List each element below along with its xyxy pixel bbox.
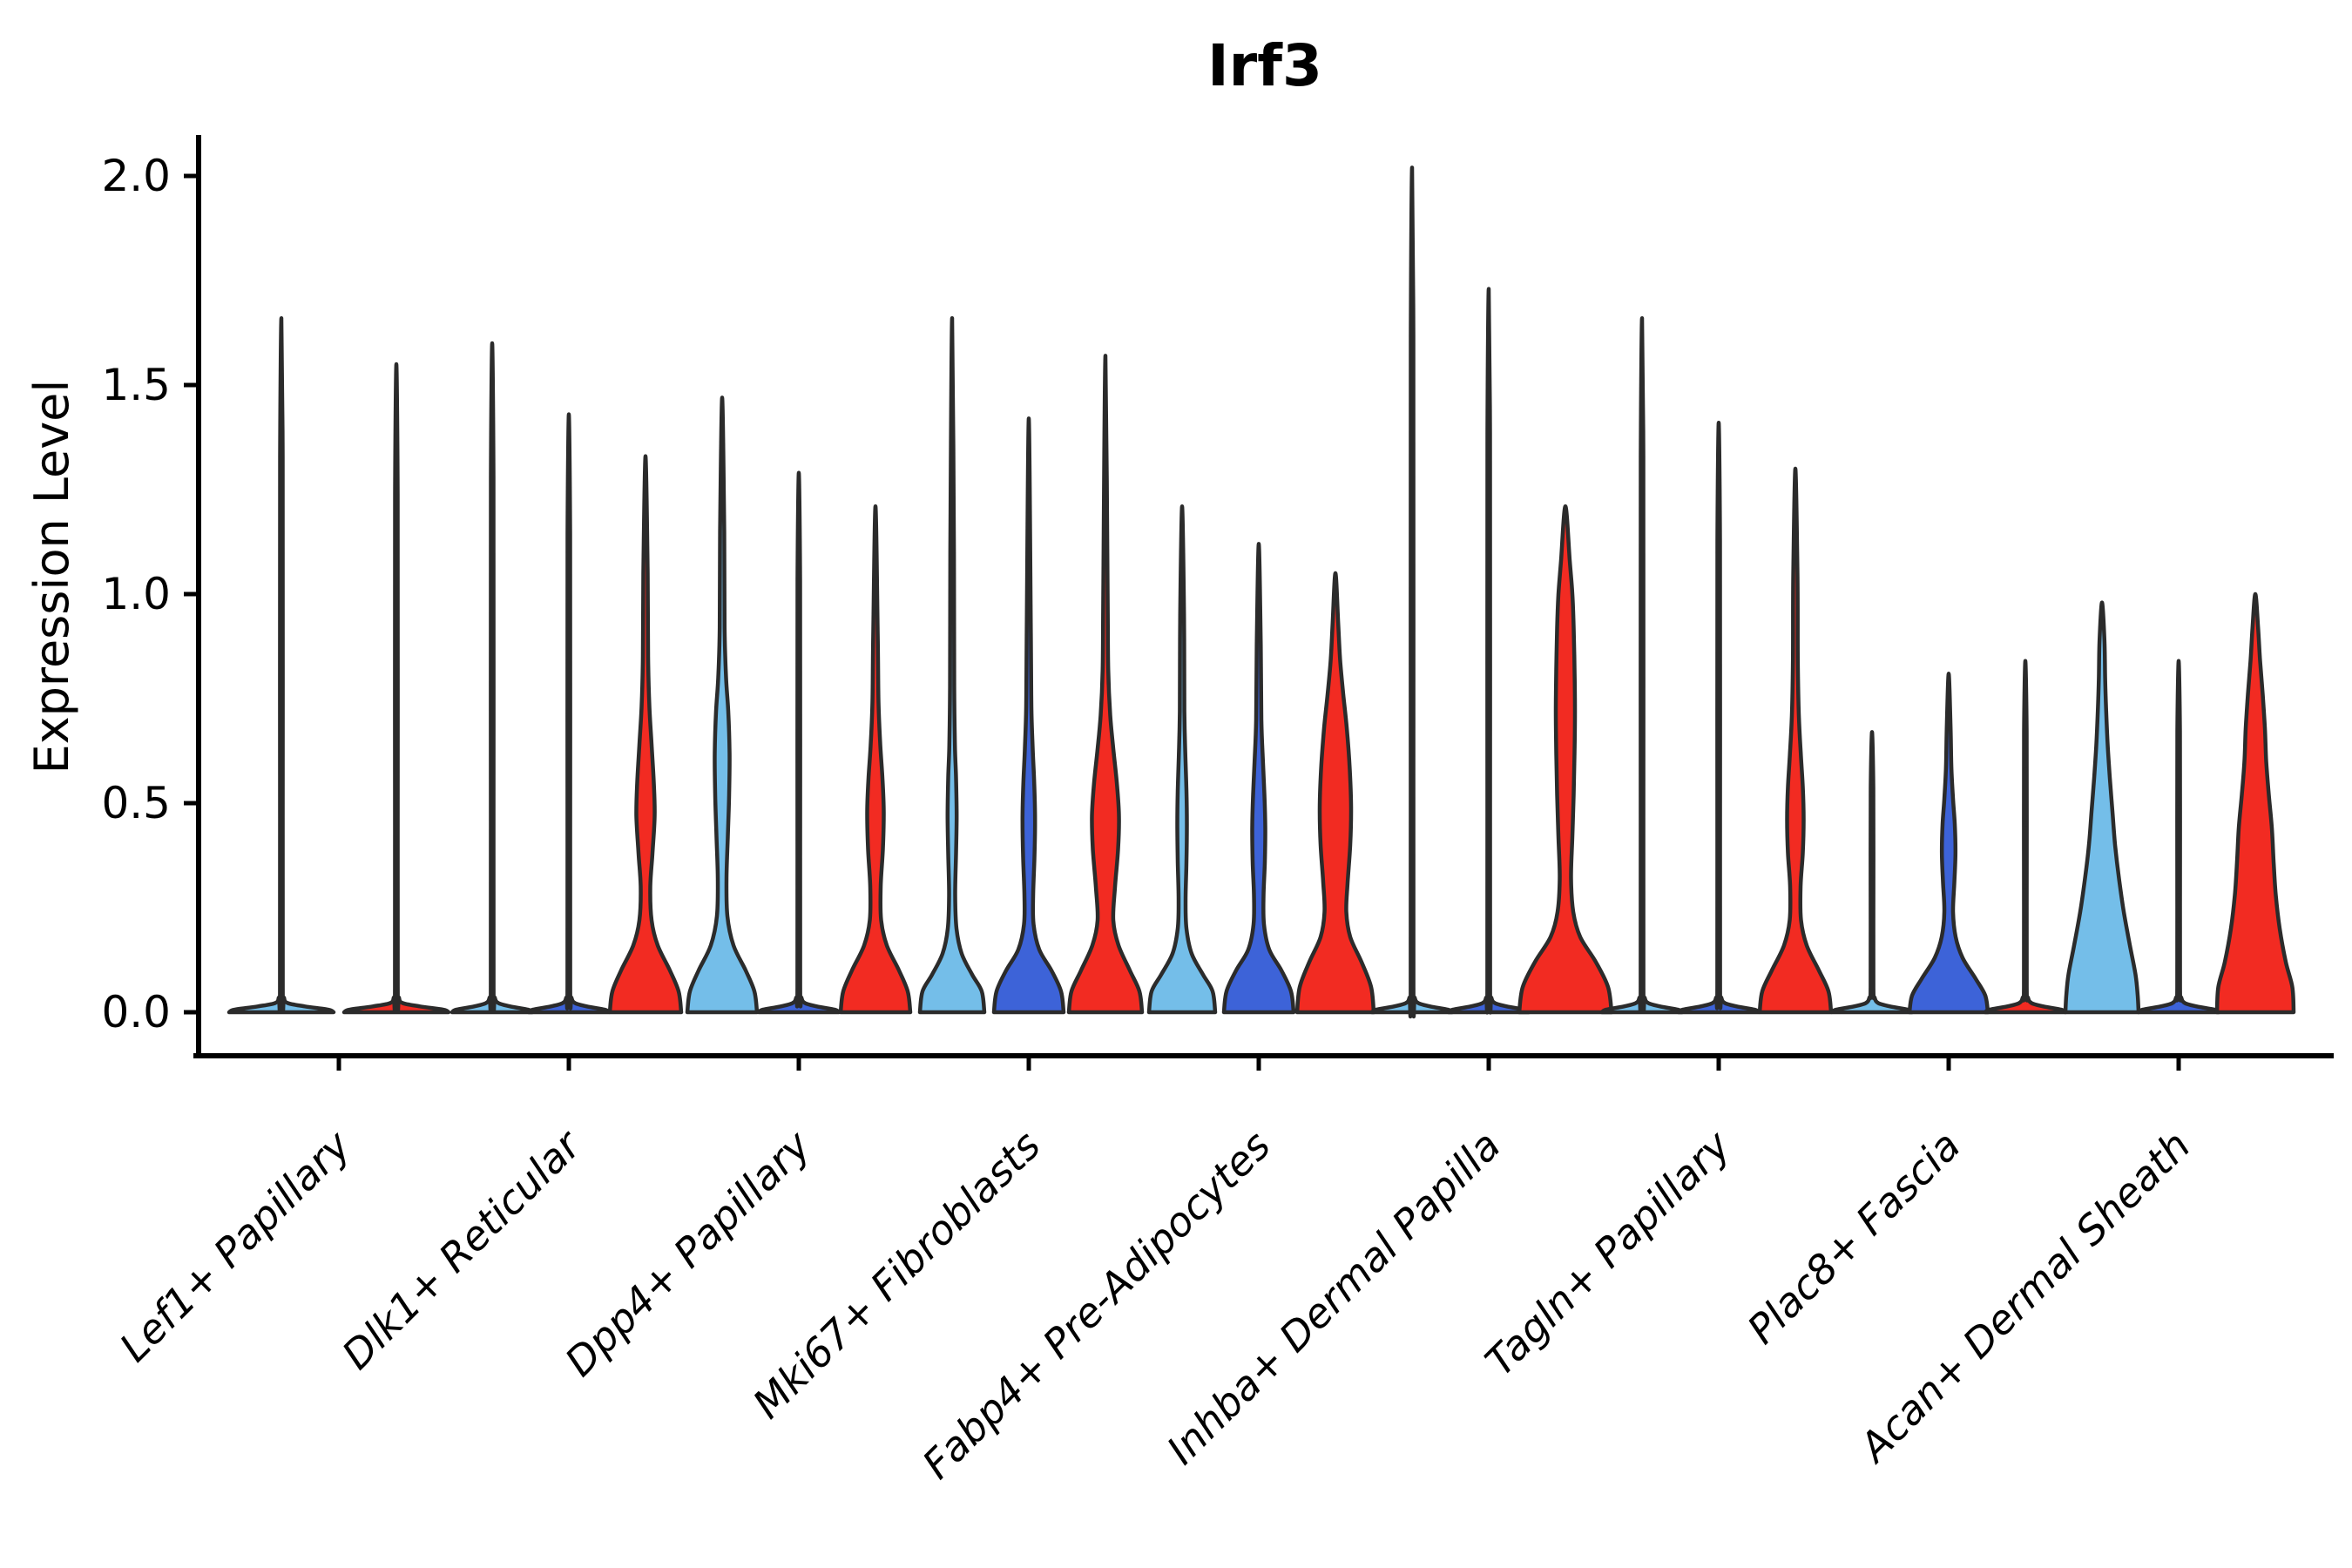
violin-group: [226, 315, 451, 1015]
violin-fabp4-red: [1294, 571, 1376, 1015]
violin-mki67-dark_blue: [991, 416, 1066, 1015]
violin-tagln-light_blue: [1599, 315, 1685, 1015]
x-tick-label: Plac8+ Fascia: [1738, 1122, 1969, 1353]
jitter-point: [2176, 917, 2181, 923]
violin-inhba-light_blue: [1369, 166, 1455, 1018]
violin-dlk1-red: [607, 454, 684, 1015]
violin-lef1-light_blue: [226, 315, 336, 1015]
violin-acan-red: [2214, 591, 2296, 1015]
jitter-point: [2023, 767, 2028, 773]
violin-acan-light_blue: [2063, 600, 2141, 1015]
y-tick-label: 1.0: [101, 569, 171, 619]
x-tick-label: Tagln+ Papillary: [1476, 1121, 1740, 1385]
violin-dpp4-dark_blue: [756, 470, 841, 1015]
jitter-point: [2023, 930, 2028, 936]
violin-dlk1-dark_blue: [526, 412, 612, 1015]
violins-layer: [226, 166, 2296, 1018]
jitter-point: [1869, 792, 1875, 798]
y-tick-label: 2.0: [101, 151, 171, 201]
y-tick-label: 0.0: [101, 987, 171, 1037]
y-axis-label: Expression Level: [24, 380, 79, 774]
x-tick-label: Dpp4+ Papillary: [556, 1121, 820, 1385]
y-tick-label: 0.5: [101, 778, 171, 828]
jitter-point: [2023, 917, 2028, 923]
y-axis-ticks: 0.0 0.5 1.0 1.5 2.0: [101, 151, 199, 1037]
violin-plac8-light_blue: [1829, 730, 1915, 1015]
jitter-point: [2023, 884, 2028, 889]
violin-tagln-dark_blue: [1676, 420, 1761, 1015]
jitter-point: [1869, 780, 1875, 785]
x-tick-label: Dlk1+ Reticular: [333, 1119, 591, 1378]
violin-inhba-dark_blue: [1446, 287, 1531, 1015]
violin-group: [2063, 591, 2296, 1015]
violin-lef1-red: [341, 362, 451, 1015]
violin-group: [685, 395, 913, 1015]
violin-fabp4-light_blue: [1146, 504, 1218, 1015]
jitter-point: [2176, 893, 2181, 898]
jitter-point: [2176, 930, 2181, 936]
violin-plac8-dark_blue: [1907, 671, 1990, 1015]
violin-group: [1829, 659, 2068, 1015]
jitter-point: [1869, 859, 1875, 864]
jitter-point: [2023, 821, 2028, 827]
jitter-point: [1869, 826, 1875, 831]
violin-group: [1146, 504, 1376, 1015]
jitter-point: [1869, 875, 1875, 882]
violin-group: [1369, 166, 1614, 1018]
violin-mki67-light_blue: [917, 315, 987, 1015]
x-tick-label: Lef1+ Papillary: [111, 1121, 360, 1370]
violin-inhba-red: [1517, 504, 1614, 1015]
y-tick-label: 1.5: [101, 360, 171, 410]
violin-dlk1-light_blue: [449, 341, 535, 1015]
violin-fabp4-dark_blue: [1221, 542, 1296, 1015]
violin-acan-dark_blue: [2136, 659, 2221, 1015]
violin-group: [1599, 315, 1834, 1015]
violin-plac8-red: [1983, 659, 2068, 1015]
violin-group: [449, 341, 684, 1015]
violin-dpp4-light_blue: [685, 395, 760, 1015]
jitter-point: [2176, 801, 2181, 806]
chart-title: Irf3: [1207, 32, 1322, 99]
violin-mki67-red: [1066, 354, 1145, 1015]
violin-group: [917, 315, 1145, 1015]
violin-tagln-red: [1757, 466, 1834, 1015]
violin-dpp4-red: [838, 504, 913, 1015]
